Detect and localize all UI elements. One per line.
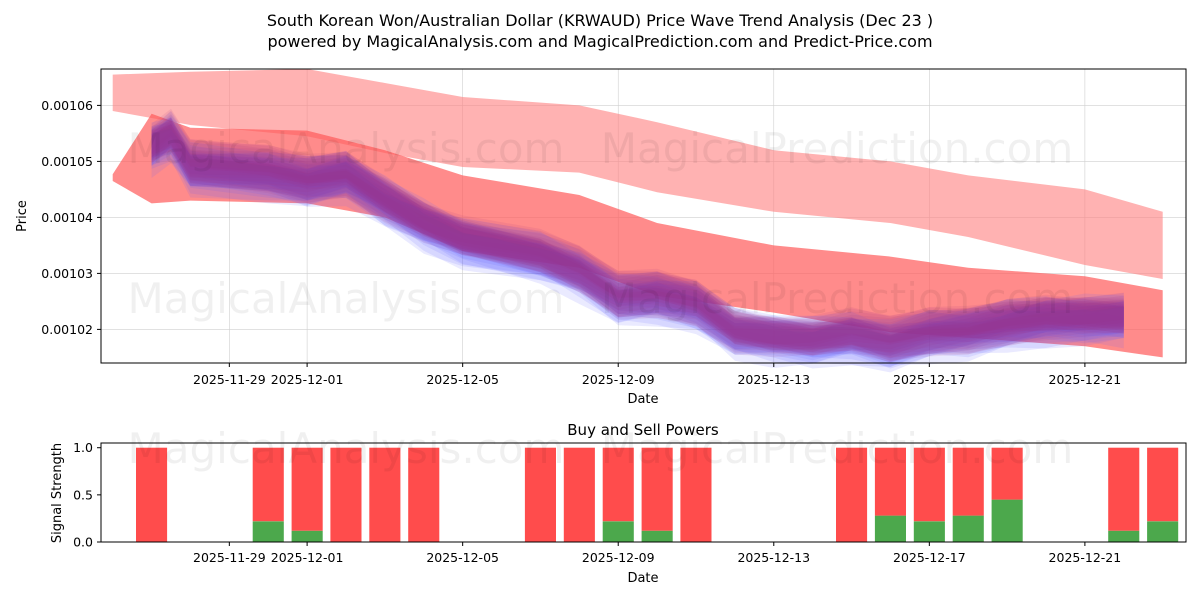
price-y-tick-label: 0.00103 — [41, 266, 93, 281]
price-y-tick-label: 0.00106 — [41, 98, 93, 113]
sell-power-bar — [369, 447, 401, 542]
signal-chart: Buy and Sell Powers MagicalAnalysis.com … — [50, 421, 1187, 586]
signal-chart-title: Buy and Sell Powers — [567, 421, 719, 439]
price-y-axis-label: Price — [15, 200, 30, 232]
watermark: MagicalPrediction.com — [601, 124, 1074, 173]
sell-power-bar — [1108, 447, 1140, 531]
price-x-tick-label: 2025-12-13 — [737, 372, 810, 387]
signal-plot-frame — [100, 442, 1187, 543]
watermark: MagicalAnalysis.com — [128, 274, 565, 323]
sell-power-bar — [991, 447, 1023, 500]
watermark: MagicalAnalysis.com — [128, 124, 565, 173]
sell-power-bar — [291, 447, 323, 531]
price-y-tick-label: 0.00102 — [41, 322, 93, 337]
price-y-tick-label: 0.00104 — [41, 210, 93, 225]
signal-x-tick-label: 2025-12-17 — [893, 550, 966, 565]
watermark: MagicalPrediction.com — [601, 424, 1074, 473]
sell-power-bar — [874, 447, 906, 516]
price-x-tick-label: 2025-11-29 — [193, 372, 266, 387]
purple-wave-ribbon — [151, 118, 1124, 358]
buy-power-bar — [913, 521, 945, 542]
sell-power-bar — [680, 447, 712, 542]
buy-power-bar — [1147, 521, 1179, 542]
signal-x-axis-label: Date — [627, 571, 658, 586]
sell-power-bar — [641, 447, 673, 531]
sell-power-bar — [252, 447, 284, 522]
purple-wave-ribbon — [151, 110, 1124, 348]
buy-power-bar — [874, 515, 906, 542]
purple-wave-ribbon — [151, 117, 1124, 359]
lower-forecast-band — [112, 113, 1163, 358]
signal-watermarks: MagicalAnalysis.com MagicalPrediction.co… — [128, 424, 1074, 473]
price-x-ticks: 2025-11-29 2025-12-01 2025-12-05 2025-12-09… — [193, 363, 1121, 387]
signal-bars — [136, 447, 1179, 542]
chart-title-line2: powered by MagicalAnalysis.com and Magic… — [267, 32, 932, 51]
signal-x-tick-label: 2025-12-05 — [426, 550, 499, 565]
blue-wave-ribbon — [151, 123, 1124, 373]
buy-power-bar — [641, 530, 673, 542]
signal-y-tick-label: 0.0 — [73, 535, 93, 550]
buy-power-bar — [252, 521, 284, 542]
sell-power-bar — [136, 447, 168, 542]
purple-wave-ribbon — [151, 120, 1124, 358]
signal-x-tick-label: 2025-12-09 — [582, 550, 655, 565]
price-watermarks: MagicalAnalysis.com MagicalPrediction.co… — [128, 124, 1074, 323]
signal-x-tick-label: 2025-12-13 — [737, 550, 810, 565]
signal-y-ticks: 0.0 0.5 1.0 — [73, 440, 101, 550]
purple-wave-ribbon — [151, 108, 1124, 345]
buy-power-bar — [291, 530, 323, 542]
price-x-tick-label: 2025-12-01 — [271, 372, 344, 387]
sell-power-bar — [1147, 447, 1179, 522]
sell-power-bar — [524, 447, 556, 542]
sell-power-bar — [913, 447, 945, 522]
buy-power-bar — [991, 499, 1023, 542]
price-waves — [151, 108, 1124, 373]
purple-wave-ribbon — [151, 120, 1124, 361]
price-chart: MagicalAnalysis.com MagicalPrediction.co… — [15, 68, 1187, 407]
sell-power-bar — [602, 447, 634, 522]
buy-power-bar — [602, 521, 634, 542]
buy-power-bar — [952, 515, 984, 542]
price-x-tick-label: 2025-12-17 — [893, 372, 966, 387]
signal-x-ticks: 2025-11-29 2025-12-01 2025-12-05 2025-12-09… — [193, 542, 1121, 565]
blue-wave-ribbon — [151, 117, 1124, 358]
price-x-tick-label: 2025-12-21 — [1049, 372, 1122, 387]
blue-wave-ribbon — [151, 117, 1124, 367]
signal-y-axis-label: Signal Strength — [50, 443, 65, 543]
signal-x-tick-label: 2025-12-21 — [1049, 550, 1122, 565]
blue-wave-ribbon — [151, 122, 1124, 361]
signal-y-tick-label: 1.0 — [73, 440, 93, 455]
price-x-tick-label: 2025-12-05 — [426, 372, 499, 387]
watermark: MagicalPrediction.com — [601, 274, 1074, 323]
purple-wave-ribbon — [151, 117, 1124, 352]
forecast-bands — [112, 69, 1163, 358]
price-y-ticks: 0.00102 0.00103 0.00104 0.00105 0.00106 — [41, 98, 101, 337]
purple-wave-ribbon — [151, 114, 1124, 350]
sell-power-bar — [408, 447, 440, 542]
watermark: MagicalAnalysis.com — [128, 424, 565, 473]
blue-wave-ribbon — [151, 129, 1124, 364]
signal-y-tick-label: 0.5 — [73, 487, 93, 502]
price-x-axis-label: Date — [627, 392, 658, 407]
sell-power-bar — [952, 447, 984, 516]
chart-title-line1: South Korean Won/Australian Dollar (KRWA… — [267, 11, 933, 30]
price-y-tick-label: 0.00105 — [41, 154, 93, 169]
price-x-tick-label: 2025-12-09 — [582, 372, 655, 387]
signal-x-tick-label: 2025-12-01 — [271, 550, 344, 565]
sell-power-bar — [330, 447, 362, 542]
purple-wave-ribbon — [151, 118, 1124, 355]
blue-wave-ribbon — [151, 128, 1124, 369]
sell-power-bar — [563, 447, 595, 542]
upper-forecast-band — [112, 69, 1163, 279]
signal-x-tick-label: 2025-11-29 — [193, 550, 266, 565]
sell-power-bar — [836, 447, 868, 542]
price-plot-frame — [100, 68, 1187, 364]
purple-wave-ribbon — [151, 120, 1124, 361]
buy-power-bar — [1108, 530, 1140, 542]
